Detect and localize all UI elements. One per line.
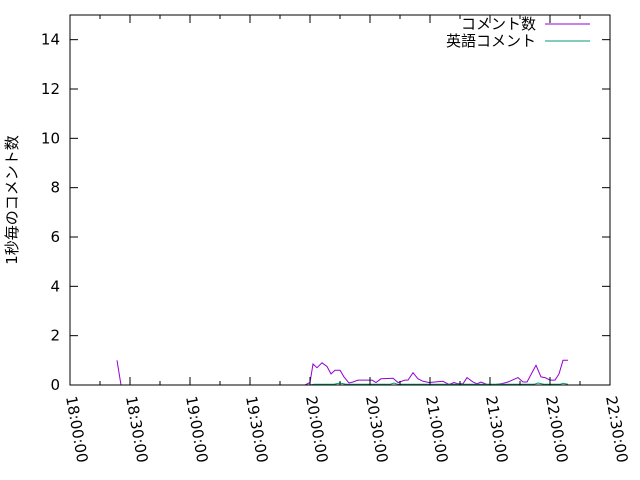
x-tick-label: 21:30:00 [482,395,511,464]
x-tick-label: 18:00:00 [62,395,91,464]
x-tick-label: 20:00:00 [302,395,331,464]
series-line-0 [116,359,568,386]
series-line-1 [117,382,569,386]
y-axis-label: 1秒毎のコメント数 [3,135,21,265]
y-axis: 0 2 4 6 8 10 12 14 [41,31,610,394]
y-tick-label: 8 [50,179,60,197]
x-tick-label: 21:00:00 [422,395,451,464]
y-tick-label: 14 [41,31,60,49]
x-tick-label: 22:30:00 [602,395,631,464]
x-tick-label: 19:00:00 [182,395,211,464]
y-tick-label: 6 [50,228,60,246]
x-tick-label: 19:30:00 [242,395,271,464]
y-tick-label: 12 [41,80,60,98]
x-axis: 18:00:00 18:30:00 19:00:00 19:30:00 20:00:00… [62,15,631,464]
plot-frame [69,14,611,386]
y-tick-label: 10 [41,129,60,147]
x-tick-label: 20:30:00 [362,395,391,464]
y-tick-label: 4 [50,277,60,295]
legend-label: 英語コメント [446,32,536,50]
y-tick-label: 0 [50,376,60,394]
x-tick-label: 22:00:00 [542,395,571,464]
legend-label: コメント数 [461,15,536,33]
plot-marks [116,359,569,386]
x-tick-label: 18:30:00 [122,395,151,464]
y-tick-label: 2 [50,327,60,345]
